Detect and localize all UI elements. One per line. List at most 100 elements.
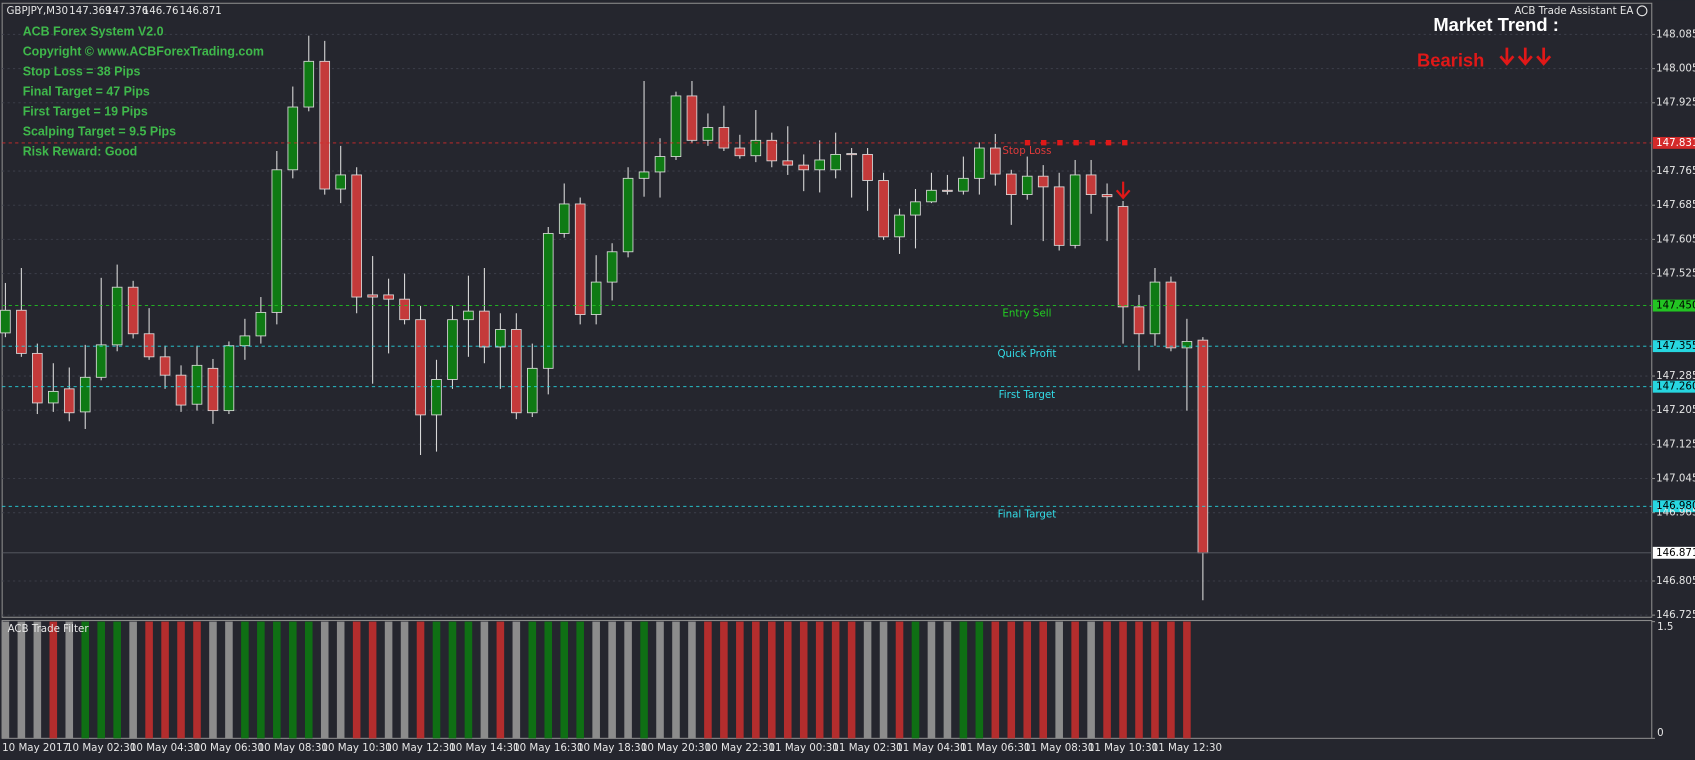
- trend-title: Market Trend :: [1433, 14, 1559, 35]
- candle-body: [1101, 194, 1113, 198]
- filter-bar: [943, 621, 952, 739]
- candle-body: [143, 333, 155, 358]
- filter-bar: [33, 621, 42, 739]
- level-tag-label: 147.831: [1656, 137, 1695, 149]
- candle-body: [463, 310, 474, 321]
- candle-body: [32, 352, 43, 404]
- filter-bar: [560, 621, 569, 739]
- x-tick-label: 10 May 10:30: [321, 742, 391, 754]
- level-tag-label: 147.260: [1656, 381, 1695, 393]
- candle-body: [782, 160, 794, 166]
- filter-bar: [432, 621, 441, 739]
- x-tick-label: 11 May 06:30: [960, 742, 1030, 754]
- x-tick-label: 11 May 12:30: [1152, 742, 1222, 754]
- header-low: 146.76: [143, 5, 179, 17]
- candle-body: [526, 367, 538, 414]
- x-tick-label: 10 May 2017: [2, 742, 69, 754]
- filter-bar: [672, 621, 680, 739]
- filter-bar: [496, 621, 505, 739]
- candle-body: [319, 60, 331, 190]
- filter-bar: [480, 621, 489, 739]
- candle-body: [958, 177, 969, 192]
- filter-bar: [624, 621, 632, 739]
- filter-bar: [336, 621, 345, 739]
- candle-body: [383, 294, 394, 300]
- candle-body: [606, 251, 618, 283]
- candle-body: [79, 376, 91, 413]
- candle-body: [367, 294, 378, 298]
- candle-body: [862, 153, 873, 181]
- candle-body: [495, 329, 506, 348]
- candle-body: [95, 344, 107, 378]
- filter-bar: [352, 621, 361, 739]
- filter-bar: [831, 621, 840, 739]
- y-tick-label: 146.965: [1656, 507, 1695, 519]
- candle-body: [271, 169, 283, 313]
- candle-body: [1069, 174, 1081, 246]
- y-tick-label: 146.725: [1656, 609, 1695, 621]
- filter-bar: [544, 621, 553, 739]
- filter-bar: [688, 621, 696, 739]
- x-tick-label: 11 May 02:30: [832, 742, 902, 754]
- trend-arrows: [1499, 47, 1552, 66]
- candle-body: [399, 298, 410, 321]
- filter-bar: [879, 621, 888, 739]
- info-line: Risk Reward: Good: [23, 145, 138, 159]
- candle-body: [558, 203, 570, 234]
- candle-body: [990, 147, 1001, 175]
- candle-body: [191, 364, 203, 405]
- filter-bar: [799, 621, 808, 739]
- x-tick-label: 10 May 08:30: [258, 742, 328, 754]
- candle-body: [574, 203, 586, 315]
- filter-bar: [400, 621, 409, 739]
- candle-body: [303, 60, 315, 108]
- x-tick-label: 10 May 02:30: [66, 742, 136, 754]
- filter-bar: [863, 621, 872, 739]
- candle-body: [590, 281, 602, 315]
- filter-bar: [129, 621, 137, 739]
- y-tick-label: 147.685: [1656, 199, 1695, 211]
- level-name: First Target: [999, 389, 1056, 401]
- candle-body: [1085, 174, 1097, 195]
- candle-body: [894, 214, 905, 238]
- filter-bar: [320, 621, 329, 739]
- candle-body: [1037, 175, 1049, 188]
- candle-body: [670, 95, 682, 157]
- info-line: Copyright © www.ACBForexTrading.com: [23, 45, 264, 59]
- filter-bar: [768, 621, 776, 739]
- candle-body: [63, 388, 75, 414]
- x-tick-label: 10 May 06:30: [194, 742, 264, 754]
- candle-body: [878, 180, 889, 238]
- candle-body: [0, 309, 11, 334]
- x-tick-label: 10 May 14:30: [449, 742, 519, 754]
- filter-bar: [1119, 621, 1127, 739]
- candle-body: [622, 177, 634, 253]
- y-tick-label: 147.125: [1656, 438, 1695, 450]
- candle-body: [351, 174, 362, 298]
- filter-bar: [1167, 621, 1175, 739]
- filter-bar: [384, 621, 393, 739]
- candle-body: [48, 390, 59, 404]
- candle-body: [223, 345, 235, 412]
- filter-bar: [161, 621, 169, 739]
- filter-bar: [1039, 621, 1047, 739]
- filter-bar: [895, 621, 904, 739]
- candle-body: [542, 232, 554, 369]
- filter-bar: [911, 621, 920, 739]
- filter-bar: [368, 621, 377, 739]
- candle-body: [718, 127, 730, 149]
- filter-bar: [975, 621, 984, 739]
- candle-body: [686, 95, 698, 141]
- candle-body: [1005, 173, 1017, 195]
- filter-bar: [927, 621, 936, 739]
- filter-bar: [1087, 621, 1095, 739]
- y-tick-label: 1.5: [1657, 621, 1673, 633]
- candle-body: [974, 147, 985, 179]
- candle-body: [734, 147, 746, 157]
- candle-body: [1021, 175, 1033, 195]
- current-price-label: 146.871: [1656, 547, 1695, 559]
- x-tick-label: 10 May 04:30: [130, 742, 200, 754]
- filter-bar: [1055, 621, 1063, 739]
- level-name: Quick Profit: [997, 348, 1056, 360]
- filter-bar: [177, 621, 185, 739]
